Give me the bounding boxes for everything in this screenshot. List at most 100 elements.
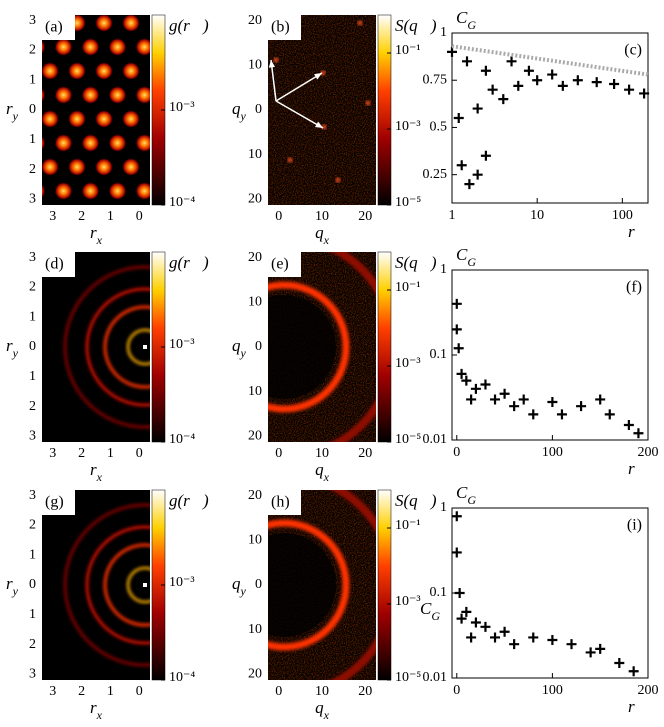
lattice-spot [42, 158, 59, 176]
data-point [480, 65, 491, 76]
dark-core [268, 295, 336, 399]
y-tick-label: 20 [248, 429, 262, 444]
data-point [528, 632, 539, 643]
y-tick-label: 3 [29, 488, 36, 503]
ring [126, 566, 150, 604]
data-point [480, 150, 491, 161]
lattice-spot [28, 0, 46, 8]
x-tick-label: 1 [107, 209, 114, 224]
colorbar-label: S(q⃗) [395, 491, 437, 510]
lattice-spot [54, 134, 73, 152]
label-box [41, 489, 75, 515]
panel-label: (e) [271, 256, 289, 273]
data-point [456, 613, 467, 624]
lattice-spot [135, 86, 150, 104]
y-axis-label: qy [232, 99, 247, 123]
y-tick-label: 2 [29, 43, 36, 58]
y-tick-label: 2 [29, 280, 36, 295]
x-tick-label: 3 [49, 446, 56, 461]
data-point [499, 388, 510, 399]
data-point [628, 666, 639, 677]
y-tick-label: 0.5 [430, 120, 448, 135]
data-point [466, 394, 477, 405]
colorbar-tick-label: 10⁻¹ [395, 518, 421, 533]
y-tick-label: 3 [29, 192, 36, 207]
data-point [456, 160, 467, 171]
dark-core [268, 533, 336, 637]
y-axis-label: CG⃗ [456, 8, 485, 32]
ring [126, 328, 150, 366]
lattice-spot [108, 86, 127, 104]
lattice-spot [122, 110, 140, 128]
data-point [532, 75, 543, 86]
data-point [604, 409, 615, 420]
lattice-spot [42, 110, 59, 128]
ring [103, 543, 150, 627]
panel-label: (i) [627, 517, 642, 534]
lattice-spot [108, 134, 127, 152]
data-point [566, 639, 577, 650]
colorbar-tick-label: 10⁻³ [395, 594, 421, 609]
y-tick-label: 0.01 [423, 670, 448, 685]
data-point [513, 80, 524, 91]
lattice-spot [149, 18, 150, 28]
lattice-spot [42, 87, 46, 103]
x-tick-label: 0 [453, 683, 460, 698]
colorbar-label: S(q⃗) [395, 16, 437, 35]
colorbar-tick-label: 10⁻³ [169, 337, 195, 352]
y-tick-label: 1 [440, 500, 447, 515]
colorbar-tick-label: 10⁻³ [169, 100, 195, 115]
data-point [453, 113, 464, 123]
data-point [456, 368, 467, 379]
data-point [585, 647, 596, 658]
y-tick-label: 0 [255, 577, 262, 592]
lattice-spot [95, 158, 113, 176]
y-tick-label: 3 [29, 429, 36, 444]
colorbar [377, 251, 392, 443]
y-tick-label: 1 [29, 309, 36, 324]
lattice-spot [54, 38, 73, 56]
label-box [41, 251, 75, 277]
lattice-spot [109, 0, 127, 8]
x-tick-label: 0 [275, 209, 282, 224]
data-point [472, 103, 483, 114]
y-tick-label: 0.75 [423, 72, 448, 87]
y-tick-label: 1 [29, 607, 36, 622]
lattice-spot [42, 39, 46, 55]
colorbar-tick-label: 10⁻⁴ [169, 195, 195, 210]
y-tick-label: 2 [29, 518, 36, 533]
data-point [470, 617, 481, 628]
y-tick-label: 0 [255, 339, 262, 354]
x-tick-label: 2 [78, 684, 85, 699]
data-point [591, 77, 602, 88]
heatmap-image [42, 252, 150, 442]
y-axis-label: ry [6, 574, 19, 598]
colorbar-tick-label: 10⁻³ [395, 356, 421, 371]
lattice-spot [82, 0, 100, 8]
y-tick-label: 2 [29, 162, 36, 177]
panel-label: (f) [626, 279, 642, 296]
ring [103, 305, 150, 389]
lattice-spot [122, 62, 140, 80]
lattice-spot [54, 86, 73, 104]
x-tick-label: 10 [315, 684, 329, 699]
x-tick-label: 2 [78, 446, 85, 461]
y-tick-label: 10 [248, 295, 262, 310]
data-point [498, 94, 509, 105]
panel-label: (h) [271, 494, 290, 511]
lattice-spot [81, 86, 100, 104]
heatmap-bg [42, 490, 150, 680]
y-tick-label: 3 [29, 667, 36, 682]
center-dot [143, 583, 147, 587]
ring [268, 281, 350, 413]
lattice-spot [95, 62, 113, 80]
y-tick-label: 20 [248, 13, 262, 28]
label-box [41, 14, 75, 40]
data-point [556, 409, 567, 420]
data-point [453, 343, 464, 354]
data-point [466, 632, 477, 643]
colorbar-tick-label: 10⁻³ [395, 119, 421, 134]
x-axis-label: qx [315, 698, 330, 722]
y-axis-label: qy [232, 574, 247, 598]
x-tick-label: 100 [542, 445, 563, 460]
